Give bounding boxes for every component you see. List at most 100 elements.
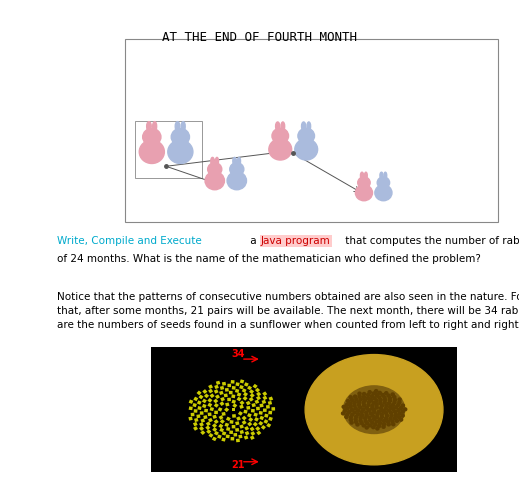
Bar — [232, 414, 236, 418]
Circle shape — [227, 172, 247, 190]
Bar — [264, 414, 268, 418]
Circle shape — [345, 403, 348, 406]
Circle shape — [349, 405, 352, 408]
Circle shape — [346, 400, 349, 402]
Circle shape — [400, 418, 403, 421]
Circle shape — [372, 426, 375, 428]
Bar — [240, 430, 244, 434]
Bar — [212, 415, 217, 419]
Circle shape — [387, 423, 390, 426]
Circle shape — [357, 413, 360, 415]
Circle shape — [357, 409, 360, 412]
Circle shape — [375, 185, 392, 201]
Circle shape — [377, 177, 390, 188]
Bar — [206, 429, 211, 434]
Bar — [256, 430, 262, 435]
Bar — [197, 406, 202, 410]
Bar — [218, 424, 223, 428]
Bar — [208, 398, 212, 403]
Circle shape — [370, 399, 373, 402]
Bar — [199, 422, 204, 427]
Circle shape — [379, 399, 382, 402]
Ellipse shape — [360, 172, 363, 179]
Circle shape — [358, 392, 361, 395]
Bar — [251, 409, 255, 413]
Ellipse shape — [175, 121, 180, 131]
Circle shape — [358, 401, 361, 404]
Circle shape — [368, 419, 372, 422]
Bar — [268, 411, 272, 415]
Bar — [197, 401, 202, 405]
FancyBboxPatch shape — [125, 39, 498, 222]
Circle shape — [363, 399, 366, 402]
Circle shape — [368, 390, 371, 393]
Bar — [208, 385, 213, 389]
Bar — [224, 423, 229, 427]
Bar — [253, 413, 258, 417]
Bar — [230, 437, 234, 441]
Circle shape — [365, 411, 368, 414]
Bar — [226, 427, 230, 431]
Text: AT THE END OF FOURTH MONTH: AT THE END OF FOURTH MONTH — [162, 31, 357, 44]
Ellipse shape — [276, 122, 280, 131]
Circle shape — [385, 392, 388, 395]
Circle shape — [404, 408, 407, 411]
Bar — [222, 438, 226, 442]
Bar — [225, 402, 229, 406]
Bar — [214, 419, 219, 424]
Circle shape — [351, 413, 354, 416]
Bar — [229, 420, 234, 424]
Circle shape — [366, 397, 370, 400]
Bar — [220, 397, 225, 402]
Ellipse shape — [211, 158, 214, 165]
Circle shape — [375, 394, 378, 397]
Bar — [212, 427, 217, 432]
Bar — [193, 422, 198, 426]
Circle shape — [373, 408, 376, 411]
Bar — [263, 396, 267, 400]
Circle shape — [384, 407, 387, 410]
Circle shape — [342, 405, 345, 408]
Circle shape — [391, 393, 394, 396]
Circle shape — [359, 416, 362, 419]
Bar — [212, 423, 217, 428]
Circle shape — [362, 402, 365, 404]
Bar — [246, 406, 250, 410]
Bar — [231, 408, 235, 411]
Circle shape — [390, 414, 393, 417]
Circle shape — [392, 408, 395, 411]
Circle shape — [375, 400, 378, 402]
Bar — [262, 400, 266, 404]
Bar — [231, 425, 236, 428]
Bar — [200, 411, 203, 415]
Bar — [242, 415, 247, 420]
Bar — [247, 386, 252, 390]
Circle shape — [373, 411, 376, 414]
Bar — [242, 396, 248, 401]
Circle shape — [349, 418, 352, 421]
Circle shape — [350, 421, 353, 424]
Text: Java program: Java program — [261, 236, 331, 246]
Circle shape — [387, 420, 390, 423]
Circle shape — [375, 406, 378, 409]
Bar — [213, 399, 218, 403]
Bar — [268, 397, 273, 401]
Bar — [261, 425, 266, 430]
Bar — [210, 393, 215, 398]
Bar — [214, 403, 219, 408]
Circle shape — [398, 398, 401, 401]
Circle shape — [365, 426, 368, 429]
Circle shape — [171, 129, 189, 146]
Circle shape — [354, 407, 357, 410]
Circle shape — [388, 409, 391, 412]
Circle shape — [372, 402, 375, 404]
Circle shape — [377, 410, 380, 413]
Circle shape — [362, 395, 365, 398]
Circle shape — [374, 423, 377, 426]
Bar — [231, 394, 236, 398]
Text: 21: 21 — [231, 460, 245, 470]
Bar — [255, 426, 261, 431]
Circle shape — [361, 414, 364, 416]
Circle shape — [375, 403, 378, 406]
Circle shape — [346, 407, 349, 410]
